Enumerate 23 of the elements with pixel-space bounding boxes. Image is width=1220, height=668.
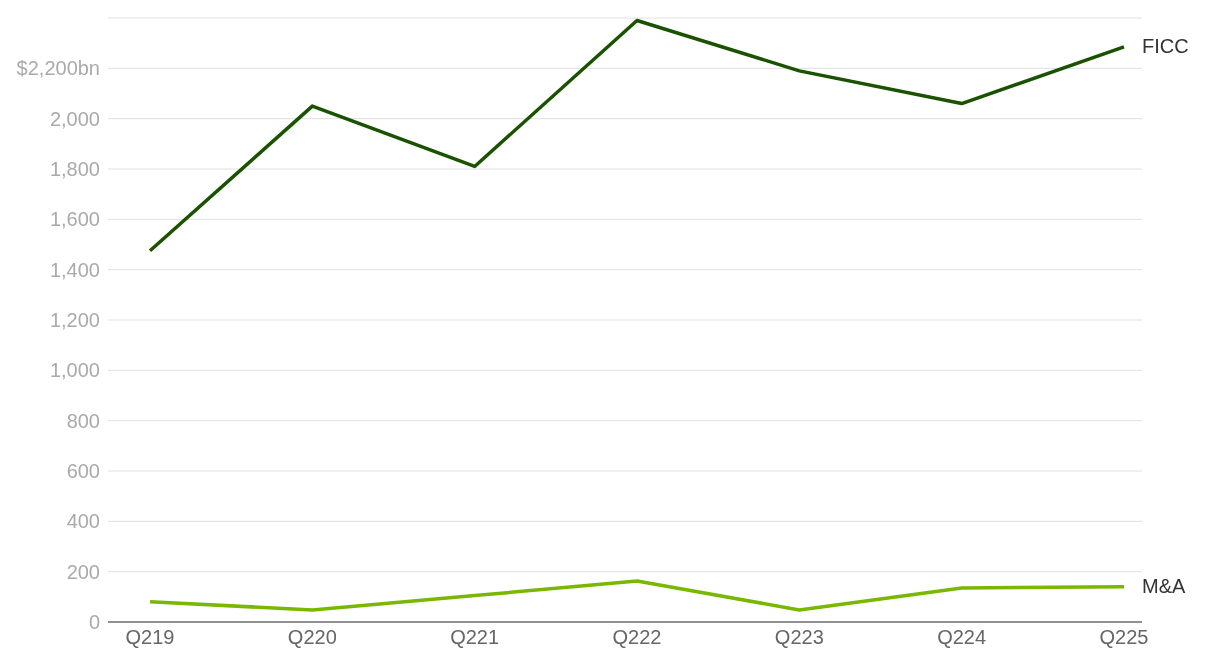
x-tick-label: Q225 <box>1099 626 1149 649</box>
y-tick-label: 1,800 <box>49 158 100 181</box>
y-tick-label: 0 <box>88 611 100 634</box>
y-tick-label: 600 <box>66 460 100 483</box>
series-label: M&A <box>1142 574 1186 597</box>
y-tick-label: 200 <box>66 560 100 583</box>
y-tick-label: 2,000 <box>49 107 100 130</box>
y-tick-label: 1,000 <box>49 359 100 382</box>
x-tick-label: Q219 <box>125 626 175 649</box>
y-tick-label: 800 <box>66 409 100 432</box>
x-tick-label: Q222 <box>612 626 662 649</box>
series-label: FICC <box>1142 34 1189 57</box>
x-tick-label: Q221 <box>450 626 500 649</box>
line-series <box>148 579 1126 612</box>
x-tick-label: Q223 <box>774 626 824 649</box>
y-tick-label: $2,200bn <box>16 57 100 80</box>
y-tick-label: 1,600 <box>49 208 100 231</box>
x-tick-label: Q224 <box>937 626 987 649</box>
line-series <box>148 18 1126 253</box>
y-tick-label: 1,400 <box>49 258 100 281</box>
y-tick-label: 1,200 <box>49 309 100 332</box>
x-tick-label: Q220 <box>287 626 337 649</box>
y-tick-label: 400 <box>66 510 100 533</box>
